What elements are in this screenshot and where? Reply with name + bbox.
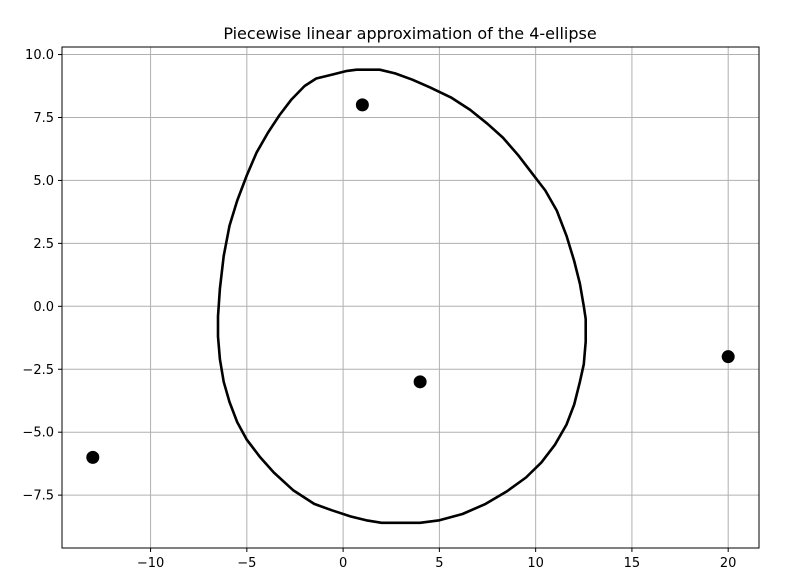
x-tick-label: 0: [339, 556, 347, 571]
focus-points: [86, 98, 735, 464]
grid: [62, 47, 759, 548]
plot-area-frame: [61, 46, 760, 549]
x-tick-label: 5: [435, 556, 443, 571]
focus-point: [721, 350, 735, 364]
y-tick-label: 10.0: [25, 48, 54, 63]
y-tick-label: −7.5: [22, 489, 54, 504]
focus-point: [86, 450, 100, 464]
y-tick-label: 5.0: [33, 174, 54, 189]
focus-point: [413, 375, 427, 389]
x-tick-label: −5: [237, 556, 256, 571]
ellipse-curve-line: [216, 68, 588, 525]
y-tick-label: −2.5: [22, 363, 54, 378]
y-tick-label: −5.0: [22, 426, 54, 441]
x-tick-label: 10: [527, 556, 544, 571]
y-axis: −7.5 −5.0 −2.5 0.0 2.5 5.0 7.5 10.0: [22, 48, 62, 504]
focus-point: [355, 98, 369, 112]
ellipse-curve: [216, 68, 588, 525]
y-tick-label: 2.5: [33, 237, 54, 252]
y-tick-label: 0.0: [33, 300, 54, 315]
x-axis: −10 −5 0 5 10 15 20: [137, 548, 737, 571]
y-tick-label: 7.5: [33, 111, 54, 126]
x-tick-label: −10: [137, 556, 164, 571]
chart-title: Piecewise linear approximation of the 4-…: [223, 24, 596, 43]
x-tick-label: 20: [720, 556, 737, 571]
x-tick-label: 15: [624, 556, 641, 571]
